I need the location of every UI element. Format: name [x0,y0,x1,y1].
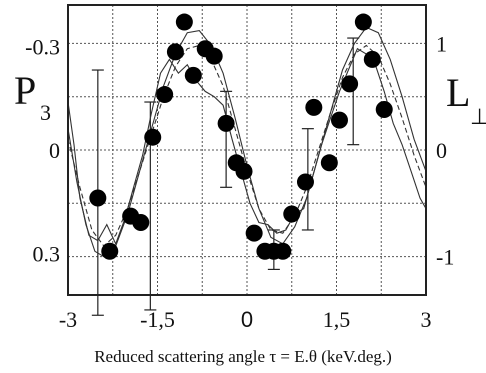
x-tick-label: 3 [421,307,432,332]
data-point [144,128,162,146]
data-point [184,66,202,84]
right-y-tick-label: 1 [436,31,447,56]
x-tick-label: -1,5 [140,307,175,332]
curve-dashed [67,44,427,247]
data-point [363,50,381,68]
error-bars [91,37,360,316]
data-point [354,13,372,31]
x-axis-label: Reduced scattering angle τ = E.θ (keV.de… [94,347,392,366]
right-axis-label: L [446,70,470,115]
data-point [305,98,323,116]
data-point [217,114,235,132]
data-point [132,214,150,231]
x-tick-label: 0 [241,307,253,332]
data-point [89,189,107,207]
left-axis-label: P [14,68,36,113]
data-point [101,242,119,260]
data-point [205,47,223,65]
left-y-tick-label: 0.3 [33,242,61,267]
data-point [320,154,338,172]
data-point [283,205,301,223]
data-point [375,100,393,118]
data-point [166,43,184,61]
left-y-tick-labels: -0.3 0 0.3 [25,34,60,266]
plot-frame [67,4,427,296]
right-axis-subscript: ⊥ [470,104,486,129]
data-point [274,242,292,260]
right-y-tick-labels: 1 0 -1 [436,31,454,269]
data-point [296,173,314,191]
left-axis-subscript: 3 [40,100,51,125]
x-tick-labels: -3 -1,5 0 1,5 3 [59,307,432,332]
data-points [89,13,393,260]
data-point [175,13,193,31]
data-point [235,162,253,180]
x-tick-label: 1,5 [323,307,351,332]
right-y-tick-label: 0 [436,138,447,163]
data-point [156,86,174,104]
left-y-tick-label: -0.3 [25,34,60,59]
data-point [245,224,263,242]
data-point [330,111,348,129]
left-y-tick-label: 0 [49,138,60,163]
x-tick-label: -3 [59,307,77,332]
data-point [341,75,359,93]
right-y-tick-label: -1 [436,245,454,270]
grid-lines [68,5,426,295]
